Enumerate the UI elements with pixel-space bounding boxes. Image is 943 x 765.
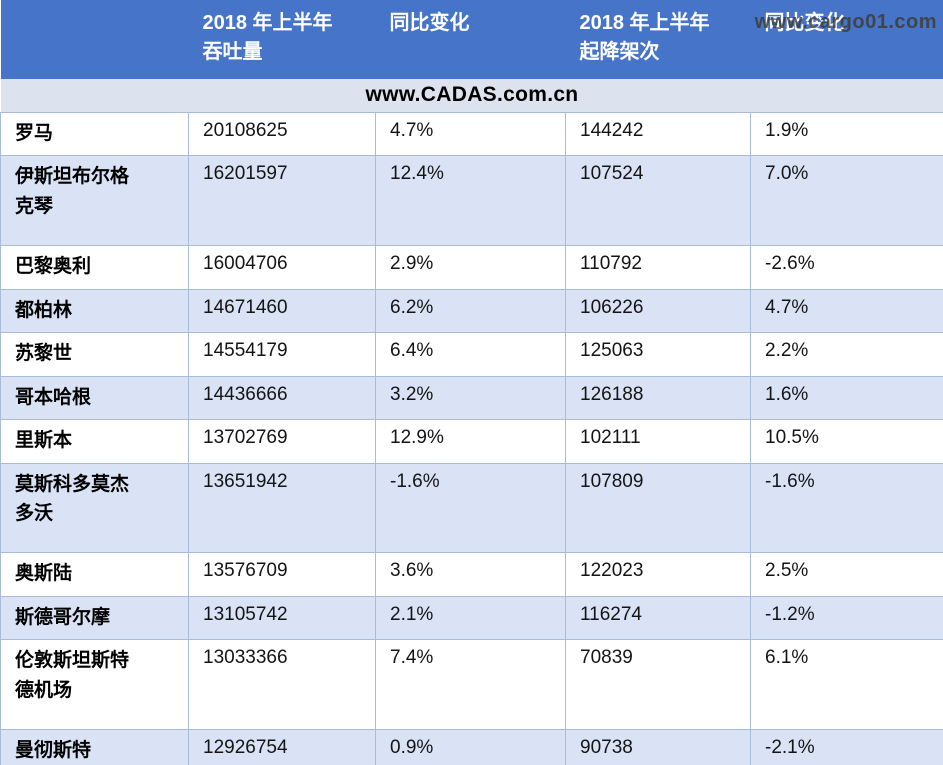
- movements-yoy-cell: 1.6%: [750, 375, 943, 421]
- table-body: 罗马 20108625 4.7% 144242 1.9% 伊斯坦布尔格 克琴 1620159…: [0, 111, 943, 765]
- movements-cell: 122023: [565, 552, 751, 597]
- movements-yoy-cell: -1.6%: [750, 462, 943, 554]
- table-row: 巴黎奥利 16004706 2.9% 110792 -2.6%: [0, 245, 943, 290]
- table-row: 苏黎世 14554179 6.4% 125063 2.2%: [0, 332, 943, 377]
- throughput-cell: 14436666: [188, 375, 376, 421]
- throughput-yoy-cell: 7.4%: [375, 639, 566, 731]
- movements-yoy-cell: 10.5%: [750, 419, 943, 464]
- throughput-cell: 16004706: [188, 245, 376, 290]
- source-banner-row: www.CADAS.com.cn: [0, 79, 943, 113]
- movements-yoy-cell: -2.1%: [750, 729, 943, 765]
- table-row: 里斯本 13702769 12.9% 102111 10.5%: [0, 419, 943, 464]
- throughput-yoy-cell: 0.9%: [375, 729, 566, 765]
- airport-name-cell: 罗马: [0, 111, 189, 157]
- throughput-yoy-cell: 6.4%: [375, 332, 566, 377]
- airport-name-cell: 奥斯陆: [0, 552, 189, 597]
- throughput-yoy-cell: 2.9%: [375, 245, 566, 290]
- throughput-cell: 20108625: [188, 111, 376, 157]
- throughput-cell: 14671460: [188, 288, 376, 334]
- movements-cell: 116274: [565, 595, 751, 641]
- movements-cell: 90738: [565, 729, 751, 765]
- airport-name-cell: 伊斯坦布尔格 克琴: [0, 155, 189, 247]
- throughput-yoy-cell: 4.7%: [375, 111, 566, 157]
- movements-yoy-cell: 1.9%: [750, 111, 943, 157]
- header-throughput-column: 2018 年上半年 吞吐量: [188, 0, 376, 79]
- header-movements-column: 2018 年上半年 起降架次: [565, 0, 751, 79]
- airport-name-cell: 里斯本: [0, 419, 189, 464]
- movements-cell: 107524: [565, 155, 751, 247]
- throughput-cell: 13033366: [188, 639, 376, 731]
- header-row: 2018 年上半年 吞吐量 同比变化 2018 年上半年 起降架次 同比变化: [0, 0, 943, 79]
- header-throughput-yoy-column: 同比变化: [375, 0, 566, 79]
- table-row: 曼彻斯特 12926754 0.9% 90738 -2.1%: [0, 729, 943, 765]
- table-row: 伦敦斯坦斯特 德机场 13033366 7.4% 70839 6.1%: [0, 639, 943, 731]
- airport-name-cell: 苏黎世: [0, 332, 189, 377]
- movements-cell: 102111: [565, 419, 751, 464]
- airport-name-cell: 哥本哈根: [0, 375, 189, 421]
- table-row: 奥斯陆 13576709 3.6% 122023 2.5%: [0, 552, 943, 597]
- throughput-yoy-cell: 3.2%: [375, 375, 566, 421]
- airport-name-cell: 都柏林: [0, 288, 189, 334]
- movements-cell: 125063: [565, 332, 751, 377]
- throughput-cell: 13651942: [188, 462, 376, 554]
- throughput-cell: 12926754: [188, 729, 376, 765]
- table-row: 哥本哈根 14436666 3.2% 126188 1.6%: [0, 375, 943, 421]
- table-row: 都柏林 14671460 6.2% 106226 4.7%: [0, 288, 943, 334]
- movements-yoy-cell: 2.5%: [750, 552, 943, 597]
- cadas-source-banner: www.CADAS.com.cn: [0, 79, 943, 113]
- table-row: 莫斯科多莫杰 多沃 13651942 -1.6% 107809 -1.6%: [0, 462, 943, 554]
- movements-yoy-cell: 7.0%: [750, 155, 943, 247]
- movements-yoy-cell: -2.6%: [750, 245, 943, 290]
- throughput-cell: 13702769: [188, 419, 376, 464]
- airport-name-cell: 莫斯科多莫杰 多沃: [0, 462, 189, 554]
- airport-name-cell: 曼彻斯特: [0, 729, 189, 765]
- movements-cell: 70839: [565, 639, 751, 731]
- movements-yoy-cell: -1.2%: [750, 595, 943, 641]
- movements-yoy-cell: 4.7%: [750, 288, 943, 334]
- movements-cell: 106226: [565, 288, 751, 334]
- throughput-cell: 13105742: [188, 595, 376, 641]
- table-row: 罗马 20108625 4.7% 144242 1.9%: [0, 111, 943, 157]
- throughput-yoy-cell: 12.4%: [375, 155, 566, 247]
- movements-cell: 110792: [565, 245, 751, 290]
- airport-name-cell: 斯德哥尔摩: [0, 595, 189, 641]
- header-movements-yoy-column: 同比变化: [750, 0, 943, 79]
- movements-cell: 144242: [565, 111, 751, 157]
- throughput-yoy-cell: 3.6%: [375, 552, 566, 597]
- throughput-yoy-cell: 12.9%: [375, 419, 566, 464]
- airport-name-cell: 伦敦斯坦斯特 德机场: [0, 639, 189, 731]
- table-row: 伊斯坦布尔格 克琴 16201597 12.4% 107524 7.0%: [0, 155, 943, 247]
- throughput-cell: 16201597: [188, 155, 376, 247]
- airport-name-cell: 巴黎奥利: [0, 245, 189, 290]
- throughput-yoy-cell: 6.2%: [375, 288, 566, 334]
- header-airport-column: [0, 0, 189, 79]
- throughput-cell: 13576709: [188, 552, 376, 597]
- table-row: 斯德哥尔摩 13105742 2.1% 116274 -1.2%: [0, 595, 943, 641]
- throughput-yoy-cell: -1.6%: [375, 462, 566, 554]
- throughput-yoy-cell: 2.1%: [375, 595, 566, 641]
- throughput-cell: 14554179: [188, 332, 376, 377]
- movements-cell: 126188: [565, 375, 751, 421]
- movements-cell: 107809: [565, 462, 751, 554]
- movements-yoy-cell: 6.1%: [750, 639, 943, 731]
- movements-yoy-cell: 2.2%: [750, 332, 943, 377]
